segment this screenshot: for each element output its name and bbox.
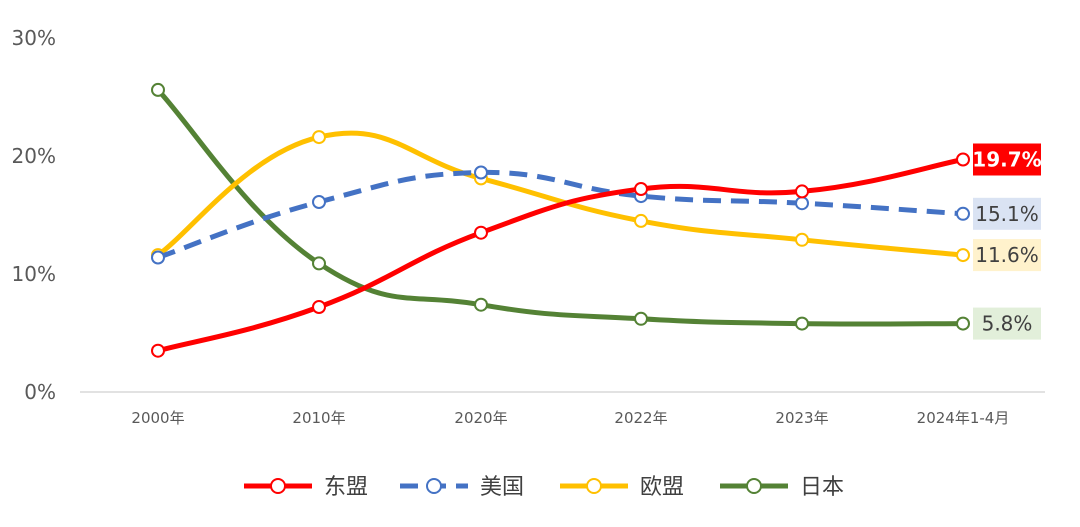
data-point [795, 196, 809, 211]
series-line [157, 157, 964, 354]
series-2 [151, 130, 970, 263]
series-line [156, 130, 964, 258]
legend-label: 美国 [480, 475, 524, 500]
legend-item: 美国 [400, 475, 524, 500]
y-tick-label: 10% [12, 262, 56, 286]
data-point [795, 316, 809, 331]
data-point [474, 297, 488, 312]
legend-label: 欧盟 [640, 475, 684, 500]
end-labels: 19.7% 15.1% 11.6% 5.8% [972, 143, 1042, 340]
end-label-box [973, 239, 1041, 272]
x-tick-label: 2023年 [775, 409, 828, 427]
data-point [474, 225, 488, 240]
legend-item: 日本 [720, 475, 844, 500]
data-point [474, 165, 488, 180]
end-label: 15.1% [975, 202, 1039, 226]
end-label-box [973, 307, 1041, 340]
x-tick-label: 2022年 [614, 409, 667, 427]
data-point [634, 182, 648, 196]
series-1 [151, 165, 970, 265]
data-point [634, 311, 648, 326]
legend-marker [746, 478, 762, 494]
x-axis-ticks: 2000年 2010年 2020年 2022年 2023年 2024年1-4月 [131, 409, 1009, 427]
data-point [956, 316, 970, 331]
series-line [156, 88, 964, 327]
legend-label: 东盟 [324, 475, 368, 500]
x-tick-label: 2000年 [131, 409, 184, 427]
end-label-box [973, 143, 1041, 176]
data-point [795, 184, 809, 199]
data-point [956, 248, 970, 263]
y-tick-label: 0% [24, 380, 56, 404]
legend-label: 日本 [800, 475, 844, 500]
end-label: 11.6% [975, 243, 1039, 267]
data-point [795, 232, 809, 247]
legend-marker [426, 478, 442, 494]
data-point [312, 300, 326, 314]
x-tick-label: 2010年 [292, 409, 345, 427]
y-tick-label: 20% [12, 144, 56, 168]
legend: 东盟 美国 欧盟 日本 [244, 475, 844, 500]
data-point [634, 213, 648, 228]
end-label-box [973, 197, 1041, 230]
legend-item: 东盟 [244, 475, 368, 500]
x-tick-label: 2024年1-4月 [917, 409, 1010, 427]
y-tick-label: 30% [12, 26, 56, 50]
data-point [312, 130, 326, 145]
data-point [956, 152, 970, 167]
legend-marker [586, 478, 602, 494]
legend-item: 欧盟 [560, 475, 684, 500]
y-axis-ticks: 0% 10% 20% 30% [12, 26, 56, 404]
data-point [956, 206, 970, 221]
data-point [151, 343, 165, 358]
data-point [151, 250, 165, 265]
data-point [312, 195, 326, 209]
series-0 [151, 152, 970, 358]
end-label: 19.7% [972, 148, 1041, 172]
series-3 [151, 82, 970, 331]
x-tick-label: 2020年 [454, 409, 507, 427]
end-label: 5.8% [982, 312, 1033, 336]
series-layer [151, 82, 970, 358]
data-point [312, 256, 326, 271]
data-point [151, 82, 165, 97]
series-line [157, 169, 964, 260]
legend-marker [270, 478, 286, 494]
